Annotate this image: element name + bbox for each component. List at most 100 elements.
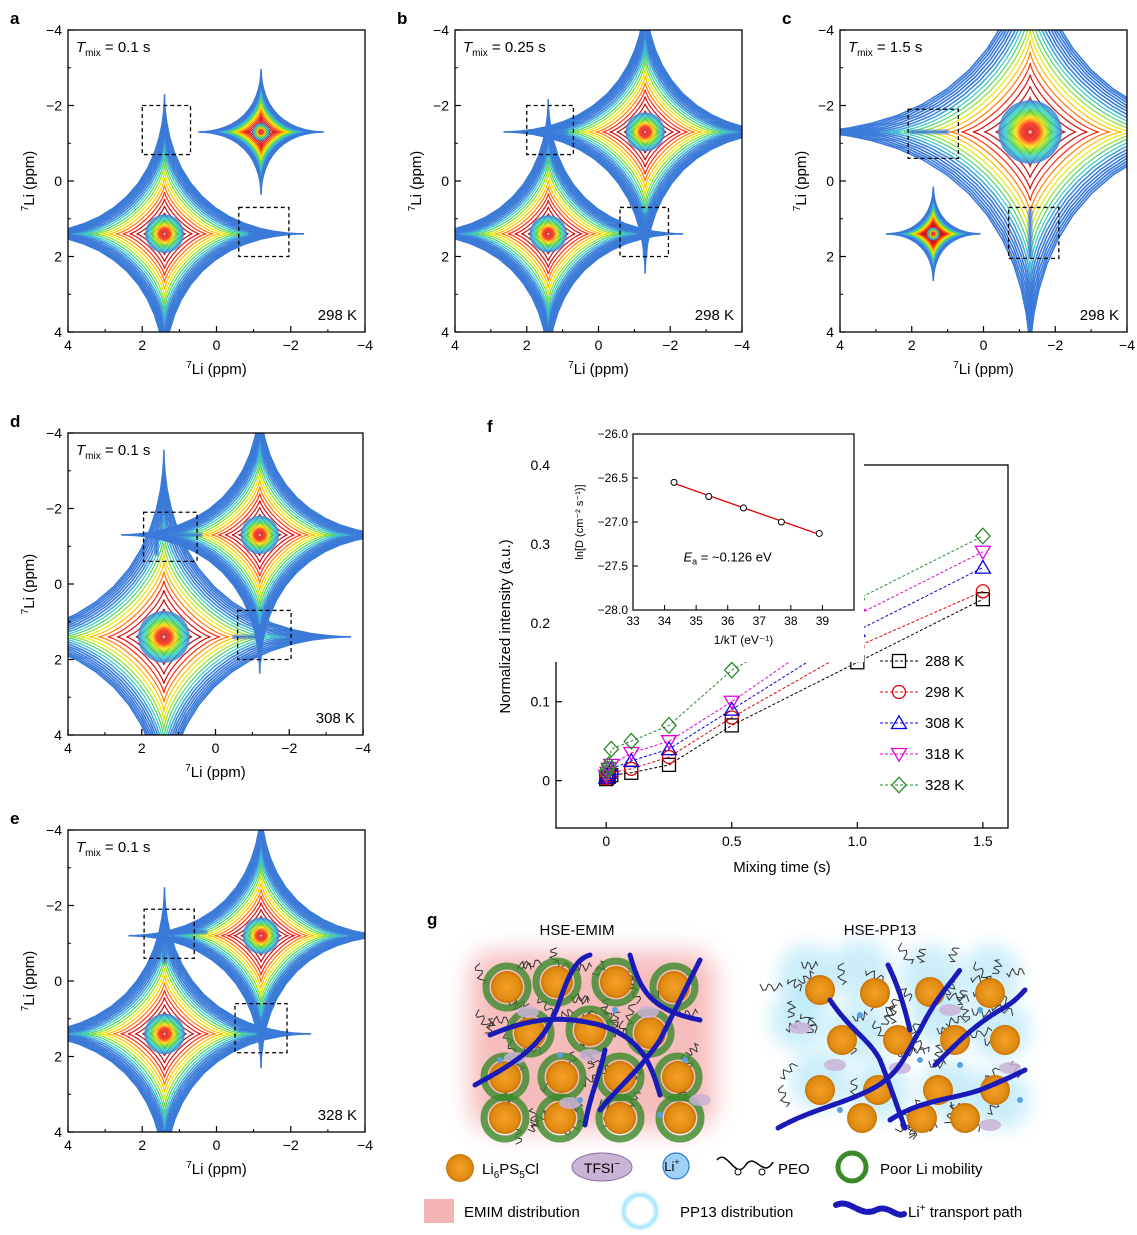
li-transport-path: [597, 957, 703, 1113]
y-tick-label: 0: [826, 173, 834, 189]
tfsi-anion: [999, 1062, 1021, 1074]
li-ion: [682, 1057, 688, 1063]
contour-peak: [840, 30, 1127, 332]
nmr-panel-e: 4 −4 2 −2 0 0 −2 2 −4 4 7Li (ppm) 7Li (ppm) e Tmix = …: [10, 809, 373, 1178]
poor-mobility-shell: [655, 1093, 705, 1143]
temperature-label: 308 K: [316, 710, 355, 727]
poor-mobility-shell: [482, 962, 532, 1012]
peo-chain: [801, 960, 819, 971]
y-tick-label: −2: [433, 98, 449, 114]
lps-particle: [664, 1102, 696, 1134]
data-point: [723, 695, 741, 711]
emim-legend-icon: [424, 1199, 454, 1223]
nmr-panel-b: 4 −4 2 −2 0 0 −2 2 −4 4 7Li (ppm) 7Li (ppm) b Tmix = …: [397, 9, 750, 378]
li-ion: [1017, 1097, 1023, 1103]
dashed-box: [236, 609, 292, 661]
peo-legend-node: [758, 1168, 766, 1176]
contour-peak: [198, 69, 324, 195]
lps-particle: [990, 1025, 1020, 1055]
inset-data-point: [740, 504, 747, 512]
lps-particle: [805, 975, 835, 1005]
data-point: [660, 716, 678, 735]
y-axis-label: Normalized intensity (a.u.): [497, 539, 514, 713]
data-point: [622, 746, 640, 762]
li-transport-path: [582, 1047, 608, 1128]
y-tick-label: 0.3: [531, 536, 551, 552]
plot-frame: [67, 829, 366, 1133]
lps-particle: [860, 978, 890, 1008]
x-tick-label: −4: [355, 740, 371, 756]
right-schematic-title: HSE-PP13: [844, 922, 917, 939]
inset-chart: 33 34 35 36 37 38 39 −28.0 −27.5 −27.0 −26.5 −26.0 E…: [574, 427, 855, 647]
li-ion: [557, 1052, 563, 1058]
data-point: [660, 735, 678, 750]
x-tick-label: 35: [689, 614, 703, 628]
peo-chain: [968, 1026, 993, 1039]
contour-peak: [128, 830, 365, 1069]
li-ion: [977, 1007, 983, 1013]
panel-label-g: g: [427, 910, 437, 929]
y-tick-label: 0.4: [531, 457, 551, 473]
peo-chain: [948, 947, 960, 963]
x-tick-label: −2: [1047, 337, 1063, 353]
contour-peak: [885, 186, 981, 282]
path-legend-label: Li+ transport path: [908, 1203, 1022, 1221]
x-tick-label: 0: [213, 1137, 221, 1153]
peo-chain: [955, 990, 968, 1005]
lps-particle: [489, 1061, 521, 1093]
y-tick-label: 0: [54, 173, 62, 189]
panel-label-e: e: [10, 809, 19, 828]
li-ion: [857, 1012, 863, 1018]
x-axis-label: 7Li (ppm): [186, 360, 247, 378]
tfsi-anion: [517, 1006, 539, 1018]
lps-particle: [975, 978, 1005, 1008]
y-tick-label: 4: [826, 324, 834, 340]
peo-chain: [777, 1084, 791, 1108]
y-tick-label: −2: [46, 98, 62, 114]
tfsi-anion: [579, 1049, 601, 1061]
lps-legend-icon: [446, 1154, 474, 1182]
li-transport-path: [885, 962, 913, 1033]
y-axis-label: 7Li (ppm): [20, 554, 38, 615]
x-tick-label: 0: [980, 337, 988, 353]
panel-f-chart: f 0 0.5 1.0 1.5 0 0.1 0.2 0.3 0.4 Mixing time (s) N…: [487, 417, 1009, 876]
peo-chain: [880, 1006, 894, 1025]
y-tick-label: −27.0: [598, 515, 629, 529]
peo-chain: [786, 1000, 797, 1018]
y-tick-label: 2: [54, 652, 62, 668]
panel-g-schematic: g HSE-EMIM HSE-PP13 Li6PS5Cl TFSI− Li+ PEO Poor…: [424, 910, 1030, 1233]
peo-chain: [780, 1063, 798, 1080]
contour-layer: [840, 30, 1127, 332]
x-tick-label: 33: [626, 614, 640, 628]
dashed-box: [1007, 206, 1060, 260]
x-tick-label: −4: [357, 1137, 373, 1153]
tfsi-anion: [637, 1006, 659, 1018]
tmix-annotation: Tmix = 0.1 s: [76, 39, 150, 59]
contour-layer: [68, 433, 363, 735]
contour-peak: [68, 94, 305, 332]
tfsi-anion: [789, 1022, 811, 1034]
data-point: [974, 559, 992, 574]
contour-layer: [68, 69, 324, 332]
dashed-box: [141, 104, 192, 156]
nmr-panel-a: 4 −4 2 −2 0 0 −2 2 −4 4 7Li (ppm) 7Li (ppm) a Tmix = …: [10, 9, 373, 378]
data-point: [974, 545, 992, 561]
lps-particle: [907, 1103, 937, 1133]
x-tick-label: −2: [283, 1137, 299, 1153]
tmix-annotation: Tmix = 0.25 s: [463, 39, 546, 59]
plot-frame: [67, 432, 364, 736]
y-tick-label: −26.0: [598, 427, 629, 441]
peo-chain: [837, 962, 847, 986]
x-tick-label: 1.5: [973, 833, 993, 849]
data-point: [723, 661, 740, 679]
panel-label-a: a: [10, 9, 20, 28]
y-tick-label: 0.1: [531, 694, 551, 710]
inset-data-point: [670, 478, 678, 486]
lps-particle: [805, 1075, 835, 1105]
data-point: [975, 584, 991, 599]
y-tick-label: 0: [441, 173, 449, 189]
pp13-legend-label: PP13 distribution: [680, 1204, 793, 1221]
left-schematic-title: HSE-EMIM: [540, 922, 615, 939]
y-tick-label: 2: [441, 249, 449, 265]
y-axis-label: 7Li (ppm): [792, 151, 810, 212]
